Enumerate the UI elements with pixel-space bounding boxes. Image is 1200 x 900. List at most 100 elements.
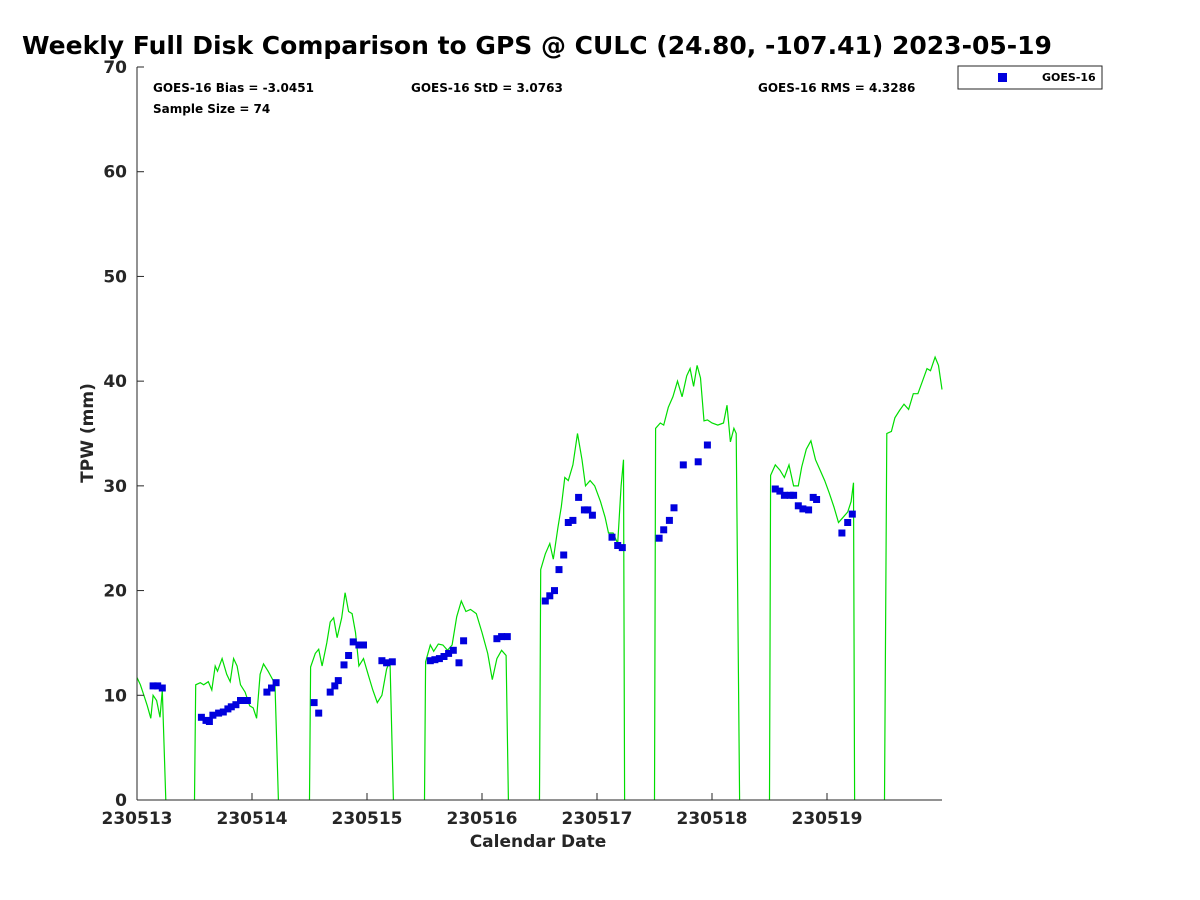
goes16-point <box>232 701 240 709</box>
goes16-point <box>541 597 549 605</box>
goes16-point <box>340 661 348 669</box>
goes16-point <box>149 682 157 690</box>
goes16-point <box>345 652 353 659</box>
gps-line-segment-7 <box>883 355 943 801</box>
goes16-point <box>560 551 568 559</box>
y-tick-label: 70 <box>103 58 127 78</box>
gps-line-segment-4 <box>538 433 626 801</box>
gps-line-segment-5 <box>653 365 741 801</box>
goes16-point <box>205 718 213 725</box>
y-tick-label: 20 <box>103 582 127 602</box>
goes16-point <box>449 646 457 654</box>
goes16-point <box>670 504 678 512</box>
x-tick-label: 230519 <box>792 809 863 829</box>
goes16-point <box>660 526 668 534</box>
y-tick-label: 50 <box>103 267 127 287</box>
stat-sample-size: Sample Size = 74 <box>153 102 270 116</box>
legend-box <box>957 65 1103 90</box>
goes16-point <box>227 703 235 711</box>
y-ticks: 0 10 20 30 40 50 60 70 <box>103 58 144 811</box>
goes16-point <box>498 633 506 641</box>
goes16-point <box>388 658 396 666</box>
goes16-point <box>378 657 386 665</box>
goes16-point <box>618 544 626 552</box>
goes16-point <box>268 684 275 692</box>
goes16-point <box>794 502 802 510</box>
y-tick-label: 60 <box>103 163 127 183</box>
x-tick-label: 230518 <box>677 809 748 829</box>
goes16-point <box>555 566 563 574</box>
axes <box>136 67 942 801</box>
goes16-point <box>360 641 367 649</box>
x-tick-label: 230515 <box>332 809 403 829</box>
goes16-point <box>154 682 162 690</box>
goes16-point <box>349 638 357 646</box>
x-ticks: 230513 230514 230515 230516 230517 230518 2305… <box>102 793 863 829</box>
x-tick-label: 230516 <box>447 809 518 829</box>
stat-std: GOES-16 StD = 3.0763 <box>411 81 563 95</box>
goes16-point <box>551 587 558 595</box>
y-tick-label: 10 <box>103 686 127 706</box>
y-tick-label: 0 <box>115 791 127 811</box>
goes16-point <box>158 684 166 692</box>
goes16-point <box>503 633 511 641</box>
goes16-point <box>326 688 334 696</box>
x-tick-label: 230513 <box>102 809 173 829</box>
stat-bias: GOES-16 Bias = -3.0451 <box>153 81 314 95</box>
goes16-point <box>237 697 244 704</box>
gps-line-segment-6 <box>768 439 856 801</box>
chart-title: Weekly Full Disk Comparison to GPS @ CUL… <box>22 31 1052 60</box>
goes16-point <box>219 708 227 716</box>
goes16-point <box>209 711 217 719</box>
gps-line-segment-2 <box>308 592 394 801</box>
goes16-point <box>493 635 501 643</box>
x-axis-label: Calendar Date <box>470 832 607 852</box>
goes16-point <box>838 529 846 537</box>
x-tick-label: 230517 <box>562 809 633 829</box>
goes16-point <box>813 496 821 503</box>
goes16-point <box>243 697 251 704</box>
goes16-point <box>771 485 779 493</box>
goes16-point <box>703 441 711 449</box>
goes16-point <box>608 533 616 541</box>
goes16-point <box>588 511 596 519</box>
goes16-point <box>334 677 342 685</box>
goes16-point <box>799 505 807 513</box>
goes16-point <box>546 592 554 600</box>
x-tick-label: 230514 <box>217 809 288 829</box>
y-tick-label: 40 <box>103 372 127 392</box>
goes16-point <box>614 542 622 549</box>
gps-line-segment-0 <box>136 677 167 801</box>
goes16-point <box>272 679 280 687</box>
gps-line-segment-1 <box>193 656 279 801</box>
goes16-point <box>679 461 687 469</box>
goes16-point <box>383 659 391 667</box>
goes16-point <box>780 491 788 499</box>
goes16-point <box>655 534 663 542</box>
goes16-point <box>331 682 339 690</box>
goes16-point <box>315 709 323 717</box>
goes16-point <box>805 506 813 514</box>
goes16-point <box>455 659 463 667</box>
legend-entry-goes16: GOES-16 <box>1042 71 1096 84</box>
goes16-point <box>584 506 592 514</box>
goes16-point <box>564 519 572 526</box>
goes16-point <box>197 713 205 721</box>
goes16-point <box>355 641 363 649</box>
goes16-point <box>435 655 443 663</box>
stat-rms: GOES-16 RMS = 4.3286 <box>758 81 915 95</box>
goes16-point <box>310 699 318 707</box>
goes16-point <box>215 709 223 717</box>
goes16-point <box>694 458 702 466</box>
goes16-point <box>776 487 784 495</box>
goes16-point <box>263 688 271 696</box>
goes16-point <box>575 493 583 501</box>
goes16-point <box>426 657 434 665</box>
goes16-point <box>848 510 856 518</box>
plot-area <box>136 355 943 801</box>
goes16-point <box>445 649 453 657</box>
gps-line-segment-3 <box>423 599 509 801</box>
goes16-point <box>844 519 852 526</box>
legend-marker-goes16 <box>998 73 1007 82</box>
